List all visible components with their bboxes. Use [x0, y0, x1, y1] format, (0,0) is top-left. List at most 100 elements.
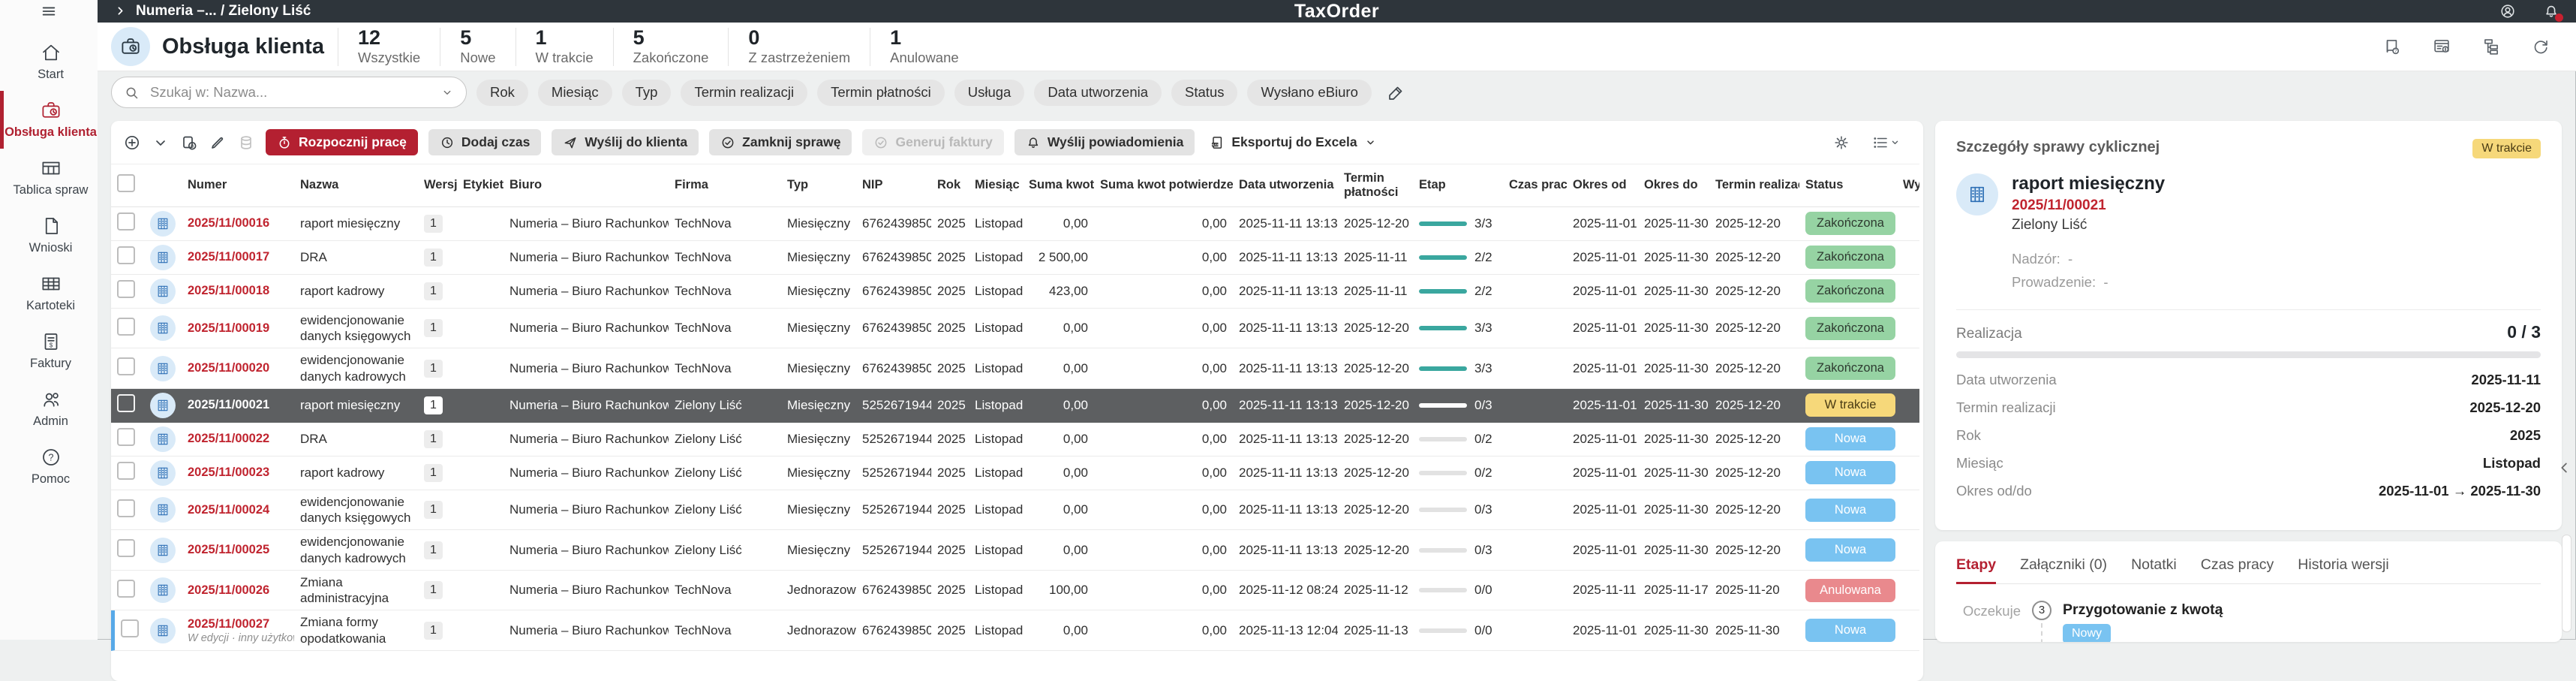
tab-czas-pracy[interactable]: Czas pracy: [2200, 556, 2274, 573]
row-checkbox[interactable]: [117, 357, 135, 376]
case-number-link[interactable]: 2025/11/00019: [188, 321, 270, 335]
row-checkbox[interactable]: [117, 317, 135, 336]
case-number-link[interactable]: 2025/11/00026: [188, 583, 270, 597]
column-header-biuro[interactable]: Biuro: [503, 164, 669, 207]
tab-załączniki-0[interactable]: Załączniki (0): [2020, 556, 2108, 573]
view-options-button[interactable]: [1871, 134, 1901, 152]
tab-historia-wersji[interactable]: Historia wersji: [2298, 556, 2389, 573]
column-header-nazwa[interactable]: Nazwa: [294, 164, 418, 207]
row-checkbox[interactable]: [117, 428, 135, 447]
column-header-okres-od[interactable]: Okres od: [1567, 164, 1638, 207]
sidebar-item-pomoc[interactable]: ? Pomoc: [0, 438, 98, 496]
row-checkbox[interactable]: [117, 212, 135, 231]
column-header-status[interactable]: Status: [1799, 164, 1897, 207]
clear-filters-button[interactable]: [1387, 83, 1405, 101]
table-row[interactable]: 2025/11/00016 raport miesięczny 1 Numeria –…: [111, 207, 1919, 241]
case-number-link[interactable]: 2025/11/00018: [188, 284, 270, 298]
case-number-link[interactable]: 2025/11/00022: [188, 432, 270, 446]
chevron-down-icon[interactable]: [440, 86, 454, 99]
sidebar-item-start[interactable]: Start: [0, 33, 98, 91]
row-checkbox[interactable]: [117, 539, 135, 558]
table-row[interactable]: 2025/11/00025 ewidencjonowanie danych kad…: [111, 530, 1919, 571]
toolbar-chevron-down-button[interactable]: [152, 134, 170, 152]
wyślij-powiadomienia-button[interactable]: Wyślij powiadomienia: [1014, 129, 1195, 155]
filter-chip-termin-płatności[interactable]: Termin płatności: [817, 79, 945, 106]
column-header-etap[interactable]: Etap: [1413, 164, 1503, 207]
filter-chip-status[interactable]: Status: [1171, 79, 1238, 106]
toolbar-plus-circle-button[interactable]: [123, 134, 141, 152]
user-menu-button[interactable]: [2499, 3, 2516, 20]
column-header-etykieta[interactable]: Etykieta: [457, 164, 503, 207]
select-all-checkbox[interactable]: [117, 174, 135, 193]
filter-chip-usługa[interactable]: Usługa: [954, 79, 1025, 106]
collapse-panel-button[interactable]: [2556, 460, 2573, 476]
toolbar-pencil-button[interactable]: [209, 134, 227, 152]
table-row[interactable]: 2025/11/00023 raport kadrowy 1 Numeria – Bi…: [111, 457, 1919, 490]
case-number-link[interactable]: 2025/11/00016: [188, 216, 270, 231]
row-checkbox[interactable]: [121, 619, 139, 638]
table-row[interactable]: 2025/11/00018 raport kadrowy 1 Numeria – Bi…: [111, 275, 1919, 309]
sidebar-item-wnioski[interactable]: Wnioski: [0, 206, 98, 264]
column-header-okres-do[interactable]: Okres do: [1638, 164, 1709, 207]
row-checkbox[interactable]: [117, 499, 135, 517]
guide-button[interactable]: ?: [2382, 37, 2402, 56]
row-checkbox[interactable]: [117, 462, 135, 481]
gear-button[interactable]: [1832, 134, 1850, 152]
sidebar-item-faktury[interactable]: $ Faktury: [0, 322, 98, 380]
table-row[interactable]: 2025/11/00021 raport miesięczny 1 Numeria –…: [111, 388, 1919, 423]
toolbar-copy-case-button[interactable]: 0: [180, 134, 198, 152]
table-row[interactable]: 2025/11/00024 ewidencjonowanie danych ksi…: [111, 490, 1919, 531]
column-header-suma-kwot[interactable]: Suma kwot: [1023, 164, 1094, 207]
tab-etapy[interactable]: Etapy: [1956, 556, 1997, 584]
hamburger-menu-button[interactable]: [0, 0, 98, 23]
column-header-rok[interactable]: Rok: [931, 164, 969, 207]
column-header-typ[interactable]: Typ: [781, 164, 856, 207]
toolbar-layers-button[interactable]: [237, 134, 255, 152]
search-box[interactable]: [111, 77, 467, 108]
column-header-termin-płatności[interactable]: Termin płatności: [1338, 164, 1413, 207]
column-header-nip[interactable]: NIP: [856, 164, 931, 207]
filter-chip-typ[interactable]: Typ: [621, 79, 672, 106]
search-input[interactable]: [149, 83, 431, 101]
case-number-link[interactable]: 2025/11/00021: [2012, 197, 2106, 213]
tree-button[interactable]: [2481, 37, 2501, 56]
breadcrumb[interactable]: Numeria –... / Zielony Liść: [114, 3, 311, 20]
sidebar-item-admin[interactable]: Admin: [0, 380, 98, 438]
column-header-miesiąc[interactable]: Miesiąc: [969, 164, 1023, 207]
column-header-wysłano[interactable]: Wysłano: [1897, 164, 1919, 207]
eksportuj-do-excela-button[interactable]: XLSX Eksportuj do Excela: [1205, 129, 1381, 155]
notifications-button[interactable]: [2543, 3, 2563, 22]
rozpocznij-pracę-button[interactable]: Rozpocznij pracę: [266, 129, 418, 155]
column-header-suma-kwot-potwierdzeń[interactable]: Suma kwot potwierdzeń: [1094, 164, 1233, 207]
case-number-link[interactable]: 2025/11/00027: [188, 616, 270, 631]
filter-chip-miesiąc[interactable]: Miesiąc: [537, 79, 612, 106]
case-number-link[interactable]: 2025/11/00024: [188, 502, 270, 517]
case-number-link[interactable]: 2025/11/00017: [188, 250, 270, 264]
scrollbar-thumb[interactable]: [2562, 535, 2571, 632]
case-number-link[interactable]: 2025/11/00023: [188, 466, 270, 480]
table-row[interactable]: 2025/11/00022 DRA 1 Numeria – Biuro Rachunk…: [111, 423, 1919, 457]
column-header-termin-realizacji[interactable]: Termin realizacji: [1709, 164, 1799, 207]
column-header-czas-pracy[interactable]: Czas pracy: [1503, 164, 1567, 207]
filter-chip-data-utworzenia[interactable]: Data utworzenia: [1034, 79, 1162, 106]
row-checkbox[interactable]: [117, 246, 135, 265]
wyślij-do-klienta-button[interactable]: Wyślij do klienta: [552, 129, 699, 155]
column-header-wersja[interactable]: Wersja: [418, 164, 457, 207]
filter-chip-rok[interactable]: Rok: [476, 79, 528, 106]
sidebar-item-obsługa-klienta[interactable]: Obsługa klienta: [0, 90, 98, 149]
refresh-button[interactable]: [2531, 37, 2550, 56]
table-row[interactable]: 2025/11/00019 ewidencjonowanie danych ksi…: [111, 309, 1919, 349]
tab-notatki[interactable]: Notatki: [2131, 556, 2177, 573]
filter-chip-wysłano-ebiuro[interactable]: Wysłano eBiuro: [1247, 79, 1372, 106]
generuj-faktury-button[interactable]: Generuj faktury: [862, 129, 1004, 155]
column-header-data-utworzenia[interactable]: Data utworzenia: [1233, 164, 1338, 207]
table-row[interactable]: 2025/11/00020 ewidencjonowanie danych kad…: [111, 348, 1919, 389]
filter-chip-termin-realizacji[interactable]: Termin realizacji: [681, 79, 808, 106]
zamknij-sprawę-button[interactable]: Zamknij sprawę: [709, 129, 852, 155]
table-row[interactable]: 2025/11/00026 Zmiana administracyjna 1 Nume…: [111, 571, 1919, 611]
case-number-link[interactable]: 2025/11/00020: [188, 361, 270, 375]
dodaj-czas-button[interactable]: Dodaj czas: [428, 129, 542, 155]
table-row[interactable]: 2025/11/00017 DRA 1 Numeria – Biuro Rachunk…: [111, 241, 1919, 275]
row-checkbox[interactable]: [117, 280, 135, 299]
